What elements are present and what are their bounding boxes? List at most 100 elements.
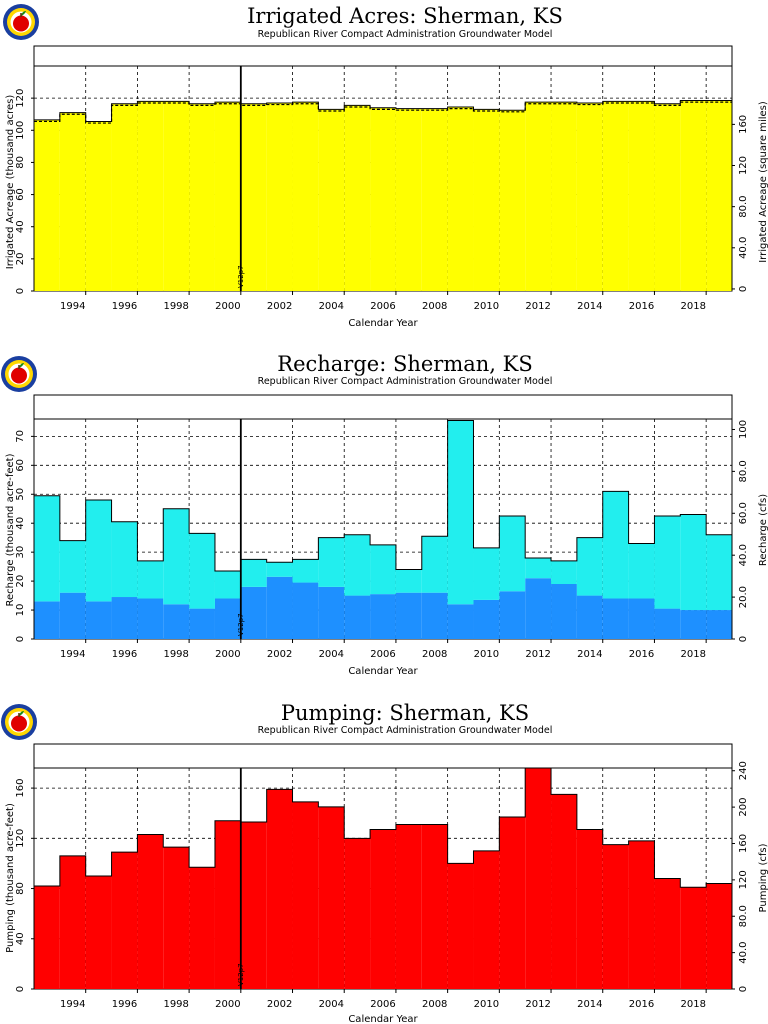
bar — [266, 789, 293, 989]
bar — [680, 100, 707, 291]
x-tick-label: 2012 — [525, 649, 550, 660]
bar — [318, 586, 345, 639]
bar — [551, 102, 577, 292]
bar — [214, 820, 241, 989]
x-tick-label: 2004 — [319, 999, 344, 1010]
y-tick-label: 20 — [15, 252, 26, 265]
x-tick-label: 2002 — [267, 301, 292, 312]
x-tick-label: 2016 — [629, 301, 654, 312]
bar — [214, 102, 241, 292]
bar — [163, 847, 190, 989]
bar — [34, 886, 60, 989]
logo — [3, 4, 39, 40]
x-tick-label: 1994 — [60, 999, 85, 1010]
y-axis: 0 40 80 120 160 — [15, 779, 34, 992]
x-tick-label: 1998 — [163, 999, 188, 1010]
x-tick-label: 1996 — [112, 649, 137, 660]
bar — [473, 109, 500, 292]
bar — [189, 103, 215, 292]
bar — [628, 598, 655, 639]
bar — [111, 852, 138, 989]
marker: V12p7 — [237, 419, 245, 639]
y-tick-label: 60 — [15, 459, 26, 472]
bar — [473, 850, 500, 989]
chart-title: Irrigated Acres: Sherman, KS — [247, 4, 563, 28]
bar — [680, 514, 707, 611]
bar — [602, 844, 629, 989]
x-tick-label: 2000 — [215, 649, 240, 660]
bar — [292, 102, 319, 292]
bar — [370, 829, 396, 989]
bar — [344, 534, 371, 596]
bar — [111, 521, 138, 598]
bar — [447, 106, 474, 291]
bar — [551, 584, 577, 639]
bar — [421, 108, 448, 291]
y-tick-label: 30 — [15, 546, 26, 559]
x-tick-label: 2000 — [215, 999, 240, 1010]
x-axis: 1994 1996 1998 2000 2002 2004 2006 2008 2010 2012… — [60, 291, 707, 312]
bar — [395, 824, 422, 989]
x-tick-label: 2016 — [629, 649, 654, 660]
x-tick-label: 2004 — [319, 301, 344, 312]
bar — [240, 821, 267, 989]
bar — [292, 582, 319, 639]
x-tick-label: 2018 — [680, 649, 705, 660]
x-tick-label: 2000 — [215, 301, 240, 312]
x-tick-label: 2014 — [577, 301, 602, 312]
y-tick-label: 0 — [15, 986, 26, 992]
dashed-line — [34, 101, 732, 124]
bar — [85, 121, 112, 291]
bar — [499, 515, 526, 592]
x-tick-label: 2014 — [577, 649, 602, 660]
x-tick-label: 2006 — [370, 999, 395, 1010]
marker: V12p7 — [237, 66, 245, 291]
bar — [680, 610, 707, 639]
y-tick-label: 160 — [15, 779, 26, 798]
bar — [680, 887, 707, 989]
y2-axis-label: Irrigated Acreage (square miles) — [758, 101, 768, 263]
bar — [499, 110, 526, 291]
x-tick-label: 2016 — [629, 999, 654, 1010]
bar — [628, 840, 655, 989]
bar — [292, 559, 319, 583]
bar — [602, 101, 629, 291]
x-tick-label: 2002 — [267, 649, 292, 660]
bar — [189, 608, 215, 639]
chart-title: Recharge: Sherman, KS — [277, 352, 532, 376]
y-tick-label: 80 — [15, 882, 26, 895]
bar — [628, 543, 655, 599]
bar — [137, 560, 164, 599]
y-tick-label: 40 — [15, 517, 26, 530]
bar — [421, 536, 448, 593]
y-axis-label: Irrigated Acreage (thousand acres) — [5, 95, 16, 270]
x-axis-label: Calendar Year — [348, 1014, 418, 1024]
bar — [525, 102, 552, 292]
y2-axis: 0 40.0 80.0 120 160 200 240 — [732, 761, 749, 992]
chart-subtitle: Republican River Compact Administration … — [258, 376, 553, 387]
bar — [525, 768, 552, 989]
y-tick-label: 120 — [15, 89, 26, 108]
bar — [240, 103, 267, 292]
y2-tick-label: 40.0 — [738, 544, 749, 566]
x-tick-label: 1996 — [112, 999, 137, 1010]
bar — [59, 592, 86, 639]
bar — [654, 103, 681, 292]
y2-tick-label: 80.0 — [738, 905, 749, 927]
x-tick-label: 2018 — [680, 301, 705, 312]
bars — [33, 100, 733, 292]
y2-tick-label: 240 — [738, 761, 749, 780]
bar — [421, 592, 448, 639]
bar — [499, 816, 526, 989]
y-axis: 0 20 40 60 80 100 120 — [15, 89, 34, 294]
bar — [525, 557, 552, 579]
x-tick-label: 1996 — [112, 301, 137, 312]
bar — [551, 560, 577, 584]
bar — [576, 595, 603, 639]
y-axis-label: Pumping (thousand acre-feet) — [5, 803, 16, 953]
bar — [34, 495, 60, 602]
bar — [628, 101, 655, 291]
y-tick-label: 10 — [15, 604, 26, 617]
